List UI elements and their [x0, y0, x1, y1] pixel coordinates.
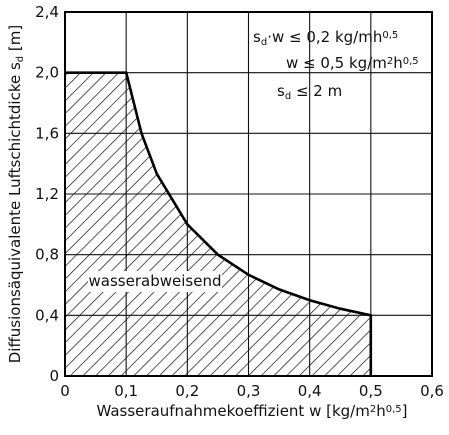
text-segment: Wasseraufnahmekoeffizient w [kg/m	[96, 402, 369, 420]
text-segment: ]	[402, 402, 408, 420]
text-segment: s	[253, 28, 261, 46]
text-segment: 2	[370, 404, 376, 415]
x-tick-label: 0	[60, 382, 70, 400]
x-tick-label: 0,4	[298, 382, 322, 400]
y-tick-label: 2,0	[35, 64, 59, 82]
text-segment: 0,5	[382, 30, 398, 41]
y-axis-title: Diffusionsäquivalente Luftschichtdicke s…	[6, 25, 26, 364]
condition-line: sd·w ≤ 0,2 kg/mh0,5	[253, 28, 398, 48]
x-tick-label: 0,6	[420, 382, 444, 400]
x-tick-label: 0,3	[237, 382, 261, 400]
text-segment: h	[376, 402, 386, 420]
region-label-background	[88, 271, 222, 292]
x-axis-title: Wasseraufnahmekoeffizient w [kg/m2h0,5]	[96, 402, 407, 420]
text-segment: ·w ≤ 0,2 kg/mh	[267, 28, 382, 46]
x-tick-label: 0,2	[175, 382, 199, 400]
text-segment: d	[285, 91, 291, 102]
text-segment: 0,5	[386, 404, 402, 415]
y-tick-label: 0,8	[35, 246, 59, 264]
condition-line: w ≤ 0,5 kg/m2h0,5	[286, 54, 419, 72]
text-segment: w ≤ 0,5 kg/m	[286, 54, 387, 72]
x-tick-label: 0,1	[114, 382, 138, 400]
text-segment: d	[15, 56, 26, 62]
text-segment: Diffusionsäquivalente Luftschichtdicke s	[6, 62, 24, 363]
text-segment: s	[277, 82, 285, 100]
y-tick-label: 0	[49, 367, 59, 385]
y-tick-label: 0,4	[35, 306, 59, 324]
text-segment: h	[393, 54, 403, 72]
condition-line: sd ≤ 2 m	[277, 82, 342, 102]
y-tick-label: 2,4	[35, 3, 59, 21]
region-label: wasserabweisend	[89, 272, 222, 290]
x-tick-labels: 0 0,1 0,2 0,3 0,4 0,5 0,6	[60, 382, 444, 400]
x-tick-label: 0,5	[359, 382, 383, 400]
y-tick-label: 1,6	[35, 124, 59, 142]
text-segment: 0,5	[403, 56, 419, 67]
y-tick-label: 1,2	[35, 185, 59, 203]
plot-frame	[64, 11, 433, 377]
hatched-region	[65, 72, 371, 376]
conditions-box: sd·w ≤ 0,2 kg/mh0,5w ≤ 0,5 kg/m2h0,5sd ≤…	[253, 28, 419, 102]
boundary-curve	[65, 71, 373, 376]
text-segment: [m]	[6, 25, 24, 56]
text-segment: 2	[387, 56, 393, 67]
text-segment: d	[261, 37, 267, 48]
y-tick-labels: 0 0,4 0,8 1,2 1,6 2,0 2,4	[35, 3, 59, 385]
text-segment: ≤ 2 m	[291, 82, 342, 100]
